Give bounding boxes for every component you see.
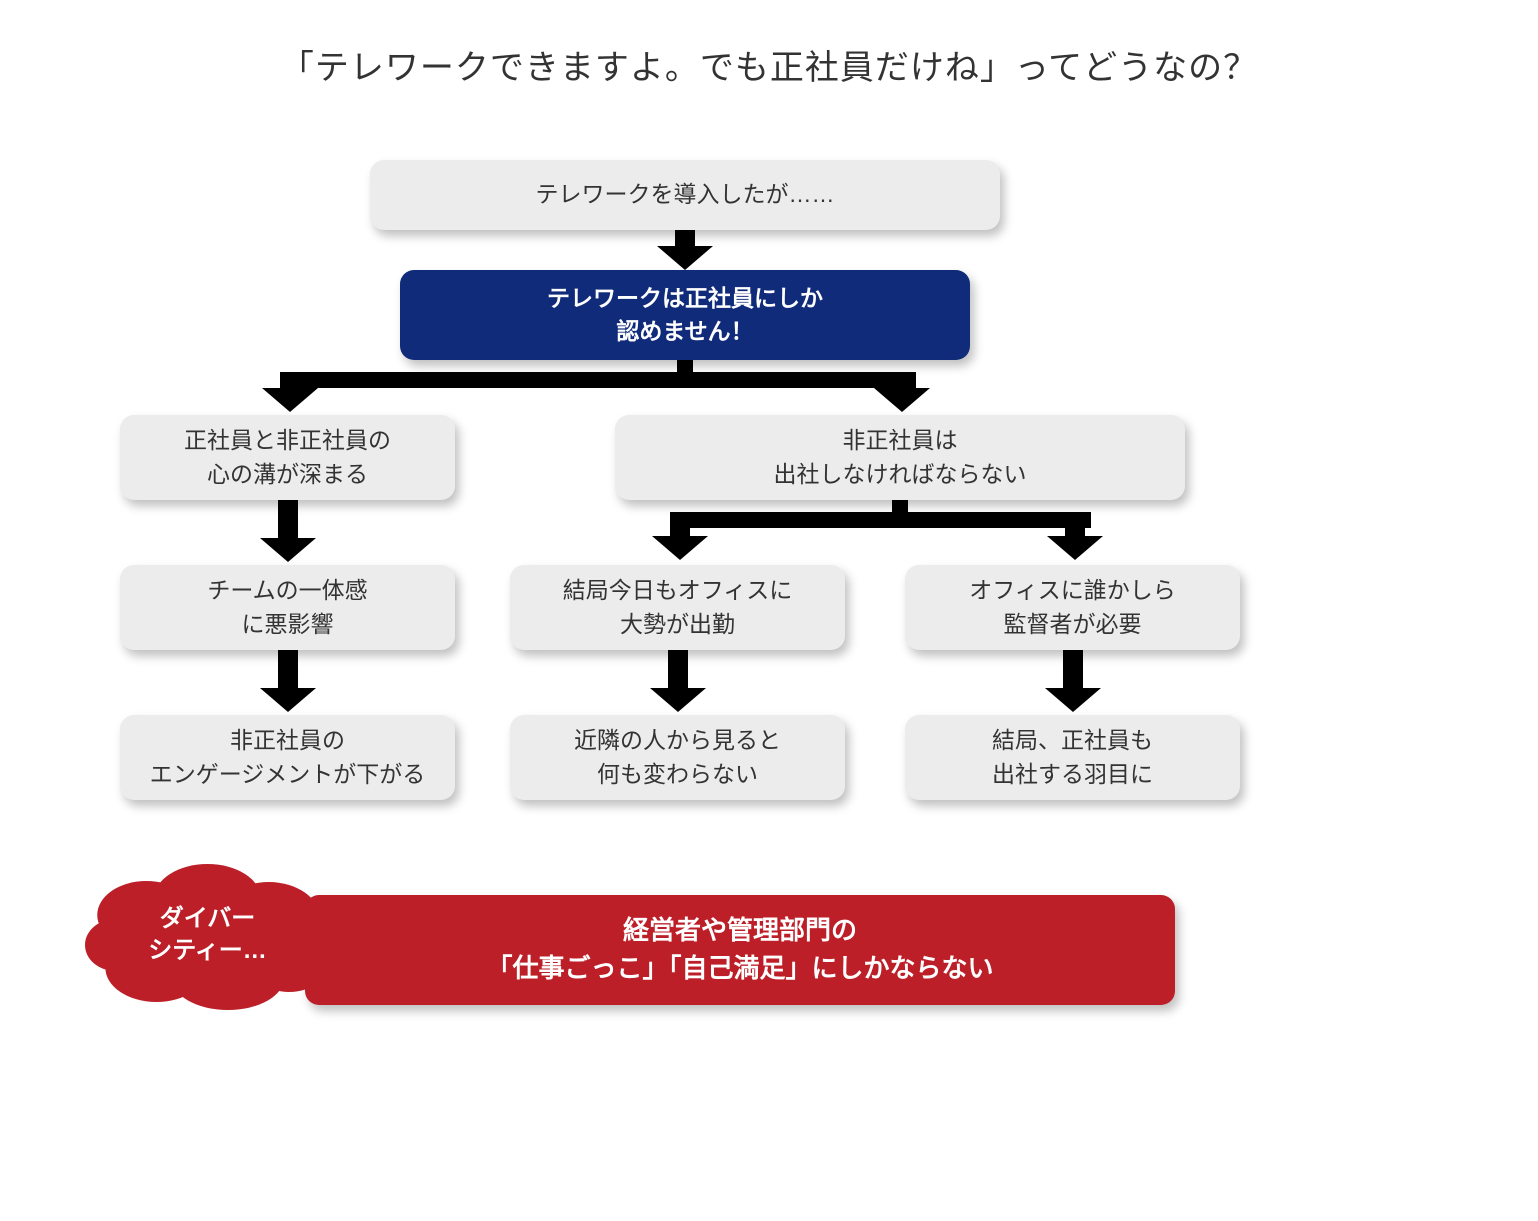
node-must-commute: 非正社員は出社しなければならない	[615, 415, 1185, 500]
node-neighbors: 近隣の人から見ると何も変わらない	[510, 715, 845, 800]
split-branch	[1065, 512, 1085, 538]
split-stem	[892, 500, 908, 512]
node-conclusion: 経営者や管理部門の「仕事ごっこ」「自己満足」にしかならない	[305, 895, 1175, 1005]
node-intro: テレワークを導入したが……	[370, 160, 1000, 230]
split-branch	[892, 372, 912, 390]
arrow	[675, 230, 695, 248]
arrow	[278, 500, 298, 540]
cloud-callout: ダイバーシティー…	[85, 860, 330, 1010]
node-regulars-too: 結局、正社員も出社する羽目に	[905, 715, 1240, 800]
node-policy: テレワークは正社員にしか認めません！	[400, 270, 970, 360]
arrow	[668, 650, 688, 690]
cloud-text: ダイバーシティー…	[148, 903, 267, 968]
arrow	[1063, 650, 1083, 690]
node-supervisor: オフィスに誰かしら監督者が必要	[905, 565, 1240, 650]
split-bar	[670, 512, 1091, 528]
diagram-canvas: 「テレワークできますよ。でも正社員だけね」ってどうなの？ テレワークを導入したが…	[0, 0, 1538, 1221]
node-gap: 正社員と非正社員の心の溝が深まる	[120, 415, 455, 500]
arrow	[278, 650, 298, 690]
node-office-crowded: 結局今日もオフィスに大勢が出勤	[510, 565, 845, 650]
split-branch	[670, 512, 690, 538]
node-engagement: 非正社員のエンゲージメントが下がる	[120, 715, 455, 800]
page-title: 「テレワークできますよ。でも正社員だけね」ってどうなの？	[0, 40, 1538, 89]
split-bar	[280, 372, 916, 388]
split-branch	[280, 372, 300, 390]
node-team-impact: チームの一体感に悪影響	[120, 565, 455, 650]
split-stem	[677, 360, 693, 372]
